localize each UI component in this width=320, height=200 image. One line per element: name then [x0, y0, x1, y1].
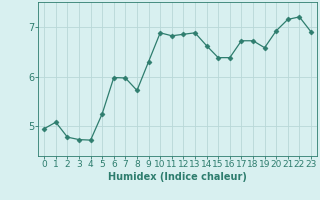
X-axis label: Humidex (Indice chaleur): Humidex (Indice chaleur) — [108, 172, 247, 182]
